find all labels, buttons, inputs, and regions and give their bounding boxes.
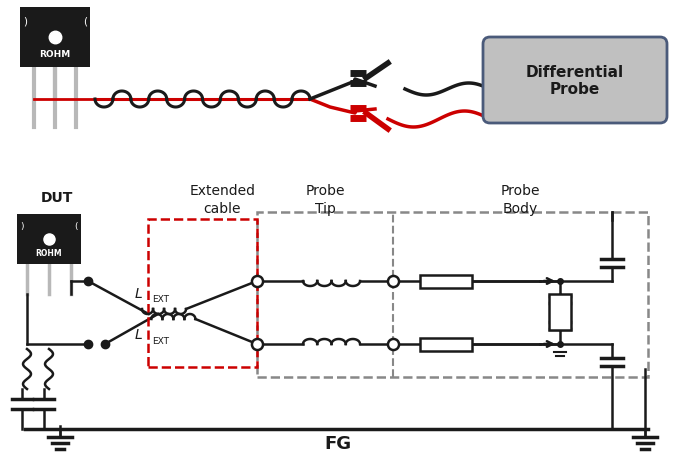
Text: (: ( xyxy=(74,221,78,230)
Text: Probe
Body: Probe Body xyxy=(501,184,540,215)
Text: EXT: EXT xyxy=(152,336,169,345)
Bar xyxy=(257,212,648,377)
Bar xyxy=(549,294,571,330)
Text: FG: FG xyxy=(324,434,351,452)
Text: EXT: EXT xyxy=(152,295,169,304)
Bar xyxy=(420,338,472,351)
Text: ): ) xyxy=(23,16,27,26)
Bar xyxy=(17,214,81,264)
Text: ROHM: ROHM xyxy=(39,50,71,59)
FancyBboxPatch shape xyxy=(483,38,667,124)
Text: Differential
Probe: Differential Probe xyxy=(526,65,624,97)
Bar xyxy=(20,8,90,68)
Text: Extended
cable: Extended cable xyxy=(190,184,256,215)
Text: ): ) xyxy=(20,221,24,230)
Text: ROHM: ROHM xyxy=(36,249,62,258)
Bar xyxy=(420,275,472,288)
Text: DUT: DUT xyxy=(40,191,73,205)
Text: (: ( xyxy=(83,16,87,26)
Text: $L$: $L$ xyxy=(134,327,142,341)
Text: Probe
Tip: Probe Tip xyxy=(305,184,345,215)
Text: $L$: $L$ xyxy=(134,286,142,300)
Bar xyxy=(148,219,257,367)
